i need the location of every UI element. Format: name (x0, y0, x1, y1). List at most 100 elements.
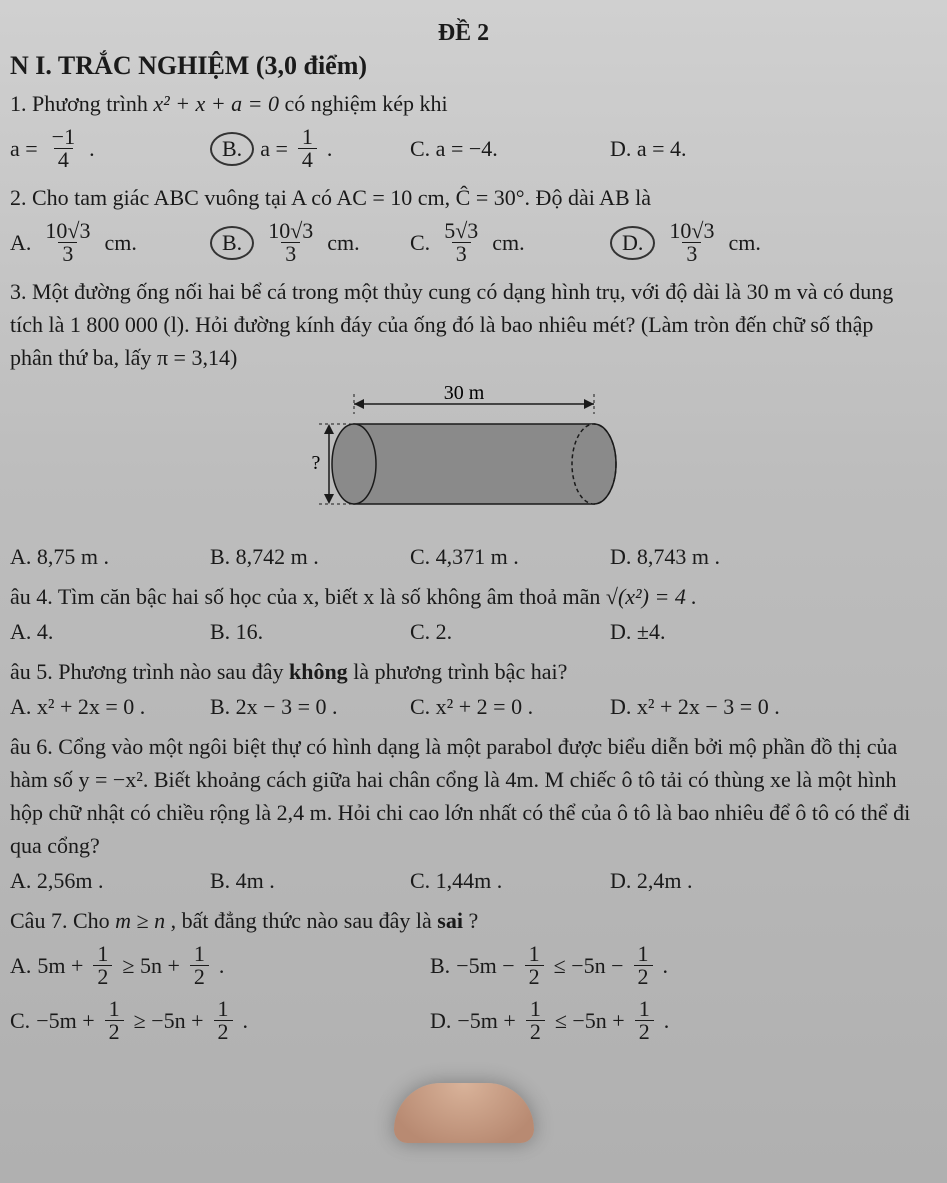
q7-b-frac1: 1 2 (525, 943, 544, 988)
q1-a-den: 4 (54, 148, 73, 171)
q7-option-c: C. −5m + 1 2 ≥ −5n + 1 2 . (10, 998, 410, 1043)
q6-options: A. 2,56m . B. 4m . C. 1,44m . D. 2,4m . (10, 868, 917, 894)
q4-text-prefix: âu 4. Tìm căn bậc hai số học của x, biết… (10, 584, 606, 609)
q2-a-num: 10√3 (41, 220, 94, 242)
q7-a-lhs: 5m + (37, 953, 83, 979)
q2-d-den: 3 (682, 242, 701, 265)
q7-text-mid: , bất đẳng thức nào sau đây là (171, 908, 438, 933)
q7-b-f2d: 2 (634, 965, 653, 988)
q5-text-pre: âu 5. Phương trình nào sau đây (10, 659, 289, 684)
q7-d-mid: ≤ −5n + (555, 1008, 625, 1034)
q2-b-unit: cm. (327, 230, 359, 256)
q4-option-b: B. 16. (210, 619, 390, 645)
q7-options: A. 5m + 1 2 ≥ 5n + 1 2 . B. −5m − 1 2 ≤ … (10, 943, 917, 1043)
q7-option-a: A. 5m + 1 2 ≥ 5n + 1 2 . (10, 943, 410, 988)
q5-options: A. x² + 2x = 0 . B. 2x − 3 = 0 . C. x² +… (10, 694, 917, 720)
q2-a-fraction: 10√3 3 (41, 220, 94, 265)
q2-b-den: 3 (281, 242, 300, 265)
q6-option-a: A. 2,56m . (10, 868, 190, 894)
q2-options: A. 10√3 3 cm. B. 10√3 3 cm. C. 5√3 3 cm.… (10, 220, 917, 265)
q2-option-b: B. 10√3 3 cm. (210, 220, 390, 265)
q7-a-f1n: 1 (93, 943, 112, 965)
q2-option-c: C. 5√3 3 cm. (410, 220, 590, 265)
q5-option-d: D. x² + 2x − 3 = 0 . (610, 694, 790, 720)
q1-equation: x² + x + a = 0 (153, 91, 279, 116)
q7-text-post: ? (468, 908, 478, 933)
q2-c-num: 5√3 (440, 220, 482, 242)
q7-d-frac1: 1 2 (526, 998, 545, 1043)
q5-option-a: A. x² + 2x = 0 . (10, 694, 190, 720)
q2-a-den: 3 (58, 242, 77, 265)
q1-option-c: C. a = −4. (410, 136, 590, 162)
q7-c-f2d: 2 (214, 1020, 233, 1043)
q7-c-f2n: 1 (214, 998, 233, 1020)
q6-option-c: C. 1,44m . (410, 868, 590, 894)
q7-a-frac2: 1 2 (190, 943, 209, 988)
q2-c-den: 3 (452, 242, 471, 265)
q1-b-circled: B. (210, 132, 254, 166)
q7-a-f1d: 2 (93, 965, 112, 988)
q7-c-lhs: −5m + (36, 1008, 94, 1034)
question-3: 3. Một đường ống nối hai bể cá trong một… (10, 275, 917, 374)
q7-c-f1n: 1 (105, 998, 124, 1020)
q3-options: A. 8,75 m . B. 8,742 m . C. 4,371 m . D.… (10, 544, 917, 570)
q1-a-fraction: −1 4 (48, 126, 79, 171)
q1-text-prefix: 1. Phương trình (10, 91, 153, 116)
q3-option-d: D. 8,743 m . (610, 544, 790, 570)
q7-b-frac2: 1 2 (634, 943, 653, 988)
q2-option-a: A. 10√3 3 cm. (10, 220, 190, 265)
q7-a-f2n: 1 (190, 943, 209, 965)
q2-d-num: 10√3 (665, 220, 718, 242)
q7-b-f2n: 1 (634, 943, 653, 965)
q6-option-d: D. 2,4m . (610, 868, 790, 894)
q7-b-f1n: 1 (525, 943, 544, 965)
q1-b-fraction: 1 4 (298, 126, 317, 171)
q7-c-frac1: 1 2 (105, 998, 124, 1043)
q1-a-num: −1 (48, 126, 79, 148)
q1-text-suffix: có nghiệm kép khi (285, 91, 448, 116)
q7-c-frac2: 1 2 (214, 998, 233, 1043)
q7-b-mid: ≤ −5n − (554, 953, 624, 979)
q1-a-prefix: a = (10, 136, 38, 162)
q3-option-a: A. 8,75 m . (10, 544, 190, 570)
cylinder-length-label: 30 m (443, 384, 484, 404)
q5-option-b: B. 2x − 3 = 0 . (210, 694, 390, 720)
q7-d-f1n: 1 (526, 998, 545, 1020)
q1-b-num: 1 (298, 126, 317, 148)
q1-b-prefix: a = (260, 136, 288, 162)
q7-c-f1d: 2 (105, 1020, 124, 1043)
q4-option-a: A. 4. (10, 619, 190, 645)
question-4: âu 4. Tìm căn bậc hai số học của x, biết… (10, 580, 917, 613)
q2-c-fraction: 5√3 3 (440, 220, 482, 265)
question-7: Câu 7. Cho m ≥ n , bất đẳng thức nào sau… (10, 904, 917, 937)
q1-b-den: 4 (298, 148, 317, 171)
exam-code: ĐỀ 2 (10, 20, 917, 47)
q2-c-unit: cm. (492, 230, 524, 256)
q4-option-c: C. 2. (410, 619, 590, 645)
q4-equation: √(x²) = 4 . (606, 584, 697, 609)
q1-option-a: a = −1 4 . (10, 126, 190, 171)
q7-option-b: B. −5m − 1 2 ≤ −5n − 1 2 . (430, 943, 830, 988)
question-5: âu 5. Phương trình nào sau đây không là … (10, 655, 917, 688)
cylinder-svg: 30 m ? (294, 384, 634, 524)
q7-a-f2d: 2 (190, 965, 209, 988)
cylinder-figure: 30 m ? (10, 384, 917, 524)
q2-d-circled: D. (610, 226, 655, 260)
q1-options: a = −1 4 . B. a = 1 4 . C. a = −4. D. a … (10, 126, 917, 171)
q5-bold: không (289, 659, 348, 684)
q3-option-c: C. 4,371 m . (410, 544, 590, 570)
question-6: âu 6. Cổng vào một ngôi biệt thự có hình… (10, 730, 917, 862)
question-2: 2. Cho tam giác ABC vuông tại A có AC = … (10, 181, 917, 214)
q2-d-unit: cm. (728, 230, 760, 256)
q7-b-lhs: −5m − (456, 953, 514, 979)
q2-b-circled: B. (210, 226, 254, 260)
q7-c-mid: ≥ −5n + (134, 1008, 204, 1034)
section-heading: N I. TRẮC NGHIỆM (3,0 điểm) (10, 51, 917, 81)
q7-d-f1d: 2 (526, 1020, 545, 1043)
q4-options: A. 4. B. 16. C. 2. D. ±4. (10, 619, 917, 645)
q7-d-f2n: 1 (635, 998, 654, 1020)
q3-option-b: B. 8,742 m . (210, 544, 390, 570)
q4-option-d: D. ±4. (610, 619, 790, 645)
q7-a-frac1: 1 2 (93, 943, 112, 988)
cylinder-diameter-label: ? (311, 452, 320, 474)
